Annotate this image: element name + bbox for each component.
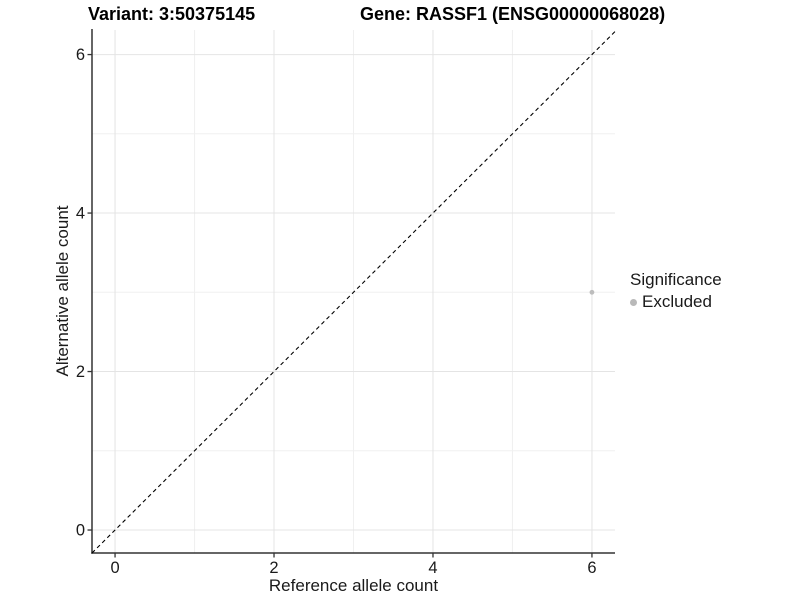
- y-tick-label: 0: [76, 522, 85, 540]
- legend-title: Significance: [630, 270, 722, 289]
- y-tick-label: 4: [76, 205, 85, 223]
- data-point: [589, 289, 595, 295]
- y-tick-label: 2: [76, 363, 85, 381]
- y-axis-title: Alternative allele count: [53, 205, 72, 377]
- identity-line: [91, 31, 616, 554]
- legend-item-label: Excluded: [642, 292, 712, 311]
- x-tick-label: 6: [587, 559, 596, 577]
- x-tick-label: 4: [428, 559, 437, 577]
- plot-title-variant: Variant: 3:50375145: [88, 4, 256, 24]
- x-tick-labels: 0 2 4 6: [110, 559, 596, 577]
- y-tick-labels: 0 2 4 6: [76, 46, 85, 539]
- x-tick-label: 0: [110, 559, 119, 577]
- legend: Significance Excluded: [630, 270, 722, 312]
- x-tick-label: 2: [269, 559, 278, 577]
- grid-minor-lines: [92, 30, 615, 553]
- y-tick-label: 6: [76, 46, 85, 64]
- legend-point-icon: [630, 298, 637, 306]
- axis-tick-marks: [87, 53, 593, 558]
- x-axis-title: Reference allele count: [268, 576, 439, 595]
- legend-item-excluded: Excluded: [630, 292, 722, 312]
- plot-title-gene: Gene: RASSF1 (ENSG00000068028): [360, 4, 666, 24]
